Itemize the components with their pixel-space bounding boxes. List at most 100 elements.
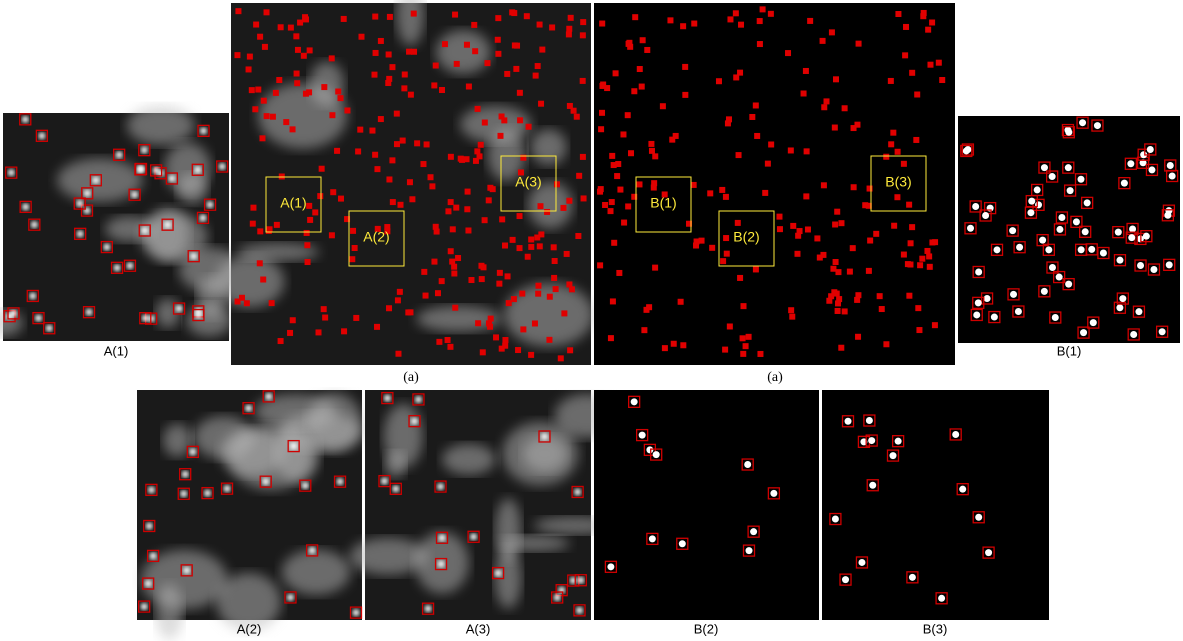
target — [1034, 186, 1041, 193]
target — [938, 595, 945, 602]
target — [1073, 218, 1080, 225]
panel-caption: B(3) — [923, 621, 948, 636]
red-detection — [641, 327, 647, 333]
target — [148, 486, 155, 493]
target — [29, 292, 36, 299]
red-detection — [350, 228, 356, 234]
red-detection — [913, 137, 919, 143]
target — [646, 446, 653, 453]
red-detection — [510, 237, 516, 243]
red-detection — [398, 202, 404, 208]
red-detection — [246, 66, 252, 72]
red-detection — [597, 262, 603, 268]
red-detection — [662, 345, 668, 351]
target — [1045, 246, 1052, 253]
red-detection — [264, 9, 270, 15]
red-detection — [257, 34, 263, 40]
red-detection — [757, 18, 763, 24]
target — [1094, 122, 1101, 129]
red-detection — [266, 228, 272, 234]
red-detection — [290, 317, 296, 323]
red-detection — [599, 110, 605, 116]
red-detection — [329, 55, 335, 61]
red-detection — [631, 88, 637, 94]
red-detection — [435, 290, 441, 296]
red-detection — [406, 49, 412, 55]
target — [1116, 304, 1123, 311]
red-detection — [321, 84, 327, 90]
red-detection — [566, 26, 572, 32]
red-detection — [484, 60, 490, 66]
red-detection — [891, 223, 897, 229]
red-detection — [537, 243, 543, 249]
red-detection — [877, 293, 883, 299]
target — [495, 570, 502, 577]
target — [750, 528, 757, 535]
red-detection — [428, 174, 434, 180]
red-detection — [682, 64, 688, 70]
figure-caption: (a) — [767, 370, 783, 385]
red-detection — [855, 334, 861, 340]
red-detection — [307, 47, 313, 53]
red-detection — [736, 152, 742, 158]
red-detection — [445, 208, 451, 214]
target — [952, 431, 959, 438]
target — [866, 417, 873, 424]
target — [895, 438, 902, 445]
red-detection — [439, 278, 445, 284]
red-detection — [455, 255, 461, 261]
red-detection — [551, 244, 557, 250]
target — [46, 325, 53, 332]
red-detection — [452, 12, 458, 18]
bright-region — [442, 444, 495, 475]
red-detection — [760, 6, 766, 12]
target — [985, 549, 992, 556]
target — [1159, 328, 1166, 335]
red-detection — [448, 199, 454, 205]
red-detection — [344, 107, 350, 113]
red-detection — [338, 196, 344, 202]
target — [150, 552, 157, 559]
red-detection — [337, 95, 343, 101]
red-detection — [691, 21, 697, 27]
target — [1028, 198, 1035, 205]
red-detection — [737, 275, 743, 281]
red-detection — [829, 29, 835, 35]
red-detection — [632, 14, 638, 20]
red-detection — [790, 223, 796, 229]
red-detection — [765, 161, 771, 167]
target — [1130, 331, 1137, 338]
red-detection — [304, 230, 310, 236]
red-detection — [329, 232, 335, 238]
red-detection — [537, 203, 543, 209]
bright-region — [215, 256, 284, 308]
target — [1065, 164, 1072, 171]
target — [973, 311, 980, 318]
target — [245, 405, 252, 412]
red-detection — [482, 217, 488, 223]
red-detection — [644, 47, 650, 53]
red-detection — [867, 238, 873, 244]
red-detection — [879, 306, 885, 312]
bright-region — [177, 173, 208, 204]
red-detection — [546, 337, 552, 343]
red-detection — [901, 161, 907, 167]
target — [200, 127, 207, 134]
red-detection — [678, 299, 684, 305]
red-detection — [785, 50, 791, 56]
red-detection — [916, 327, 922, 333]
red-detection — [854, 122, 860, 128]
target — [22, 116, 29, 123]
red-detection — [502, 337, 508, 343]
red-detection — [283, 119, 289, 125]
target — [8, 169, 15, 176]
red-detection — [253, 22, 259, 28]
red-detection — [909, 70, 915, 76]
red-detection — [640, 37, 646, 43]
target — [1150, 266, 1157, 273]
target — [195, 312, 202, 319]
red-detection — [621, 220, 627, 226]
red-detection — [804, 148, 810, 154]
bright-region — [460, 106, 531, 143]
red-detection — [270, 114, 276, 120]
